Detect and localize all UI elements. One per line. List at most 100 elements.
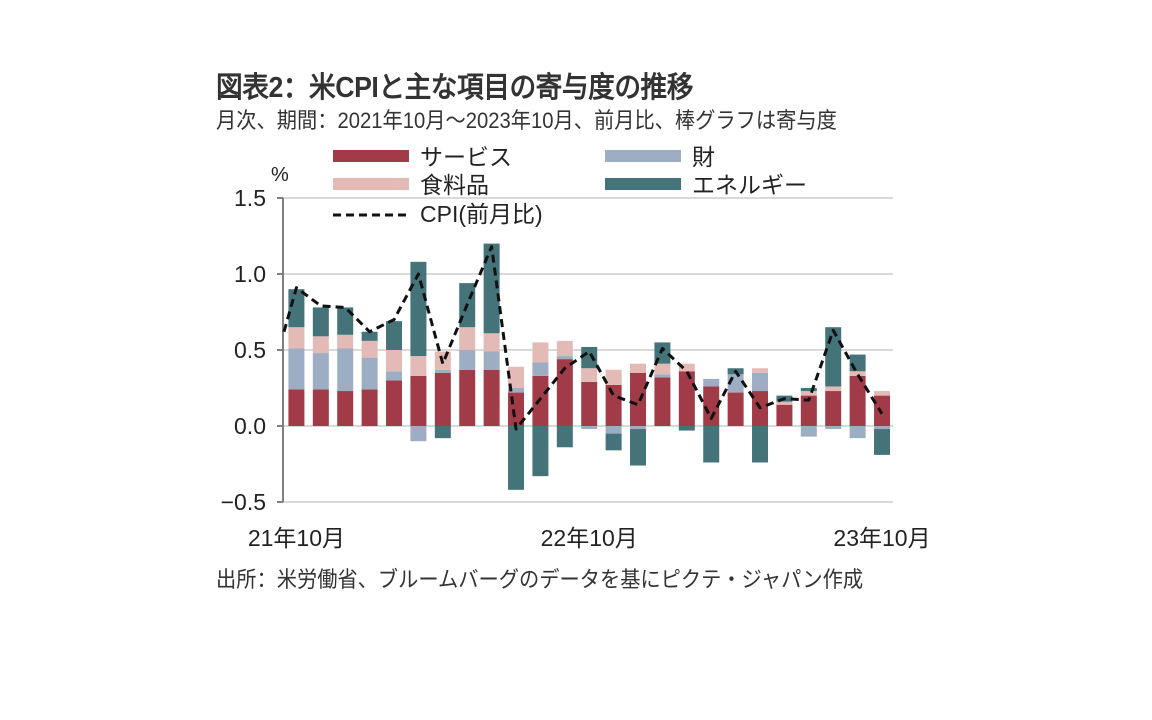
bar-energy: [337, 307, 354, 335]
bar-services: [678, 371, 695, 426]
bar-energy: [800, 388, 817, 392]
bar-food: [410, 356, 427, 376]
bar-goods: [703, 378, 720, 387]
y-tick-label: 0.5: [234, 337, 266, 363]
bar-services: [800, 395, 817, 426]
bar-goods: [654, 374, 671, 378]
bar-goods: [361, 357, 378, 390]
bar-services: [386, 380, 403, 426]
bar-goods: [825, 426, 842, 430]
bar-energy: [532, 426, 549, 477]
bar-food: [874, 391, 891, 396]
bar-services: [361, 389, 378, 426]
bar-food: [800, 391, 817, 396]
bar-goods: [630, 426, 647, 430]
y-unit-label: %: [271, 164, 289, 186]
legend-label: エネルギー: [692, 172, 807, 198]
bar-food: [581, 368, 598, 382]
cpi-line-layer: [282, 245, 884, 431]
bar-food: [532, 342, 549, 363]
bar-services: [337, 391, 354, 426]
bar-goods: [508, 388, 525, 393]
legend-swatch-energy: [605, 178, 681, 190]
bar-services: [605, 384, 622, 426]
bar-goods: [556, 356, 573, 360]
bar-food: [483, 333, 500, 352]
legend-swatch-goods: [605, 150, 681, 162]
bar-energy: [605, 433, 622, 451]
y-tick-label: 0.0: [234, 413, 266, 439]
bar-food: [556, 340, 573, 357]
bar-services: [581, 381, 598, 426]
bar-goods: [483, 351, 500, 370]
bar-energy: [288, 289, 305, 328]
bar-energy: [386, 321, 403, 350]
x-tick-label: 23年10月: [833, 525, 930, 551]
bar-goods: [752, 372, 769, 392]
bar-services: [288, 389, 305, 426]
bar-goods: [288, 348, 305, 390]
bar-energy: [874, 429, 891, 455]
bar-services: [483, 369, 500, 426]
legend-item-cpi: CPI(前月比): [333, 201, 543, 227]
bar-goods: [459, 350, 476, 370]
bar-food: [312, 336, 329, 354]
cpi-line: [282, 245, 884, 431]
bar-food: [654, 363, 671, 375]
bar-energy: [312, 307, 329, 337]
bar-services: [312, 389, 329, 426]
y-tick-labels: −0.5 0.0 0.5 1.0 1.5: [221, 185, 266, 515]
bar-energy: [434, 426, 451, 439]
bar-food: [508, 366, 525, 388]
bar-services: [849, 375, 866, 426]
bars: [288, 243, 891, 490]
bar-food: [337, 334, 354, 349]
bar-energy: [508, 426, 525, 490]
bar-energy: [483, 243, 500, 334]
y-tick-label: 1.5: [234, 185, 266, 211]
bar-food: [752, 368, 769, 373]
bar-services: [410, 375, 427, 426]
bar-energy: [703, 426, 720, 463]
x-tick-label: 22年10月: [541, 525, 638, 551]
bar-food: [288, 327, 305, 349]
bar-energy: [849, 354, 866, 372]
bar-food: [776, 401, 793, 405]
bar-services: [434, 372, 451, 426]
bar-energy: [752, 426, 769, 463]
legend-item-food: 食料品: [333, 172, 489, 198]
legend-swatch-services: [333, 150, 409, 162]
bar-food: [849, 371, 866, 376]
bar-food: [605, 369, 622, 385]
bar-food: [361, 340, 378, 358]
legend-swatch-food: [333, 178, 409, 190]
bar-services: [825, 391, 842, 426]
bar-energy: [581, 346, 598, 369]
legend-item-energy: エネルギー: [605, 172, 807, 198]
bar-goods: [532, 362, 549, 376]
bar-food: [825, 386, 842, 392]
bar-services: [630, 372, 647, 426]
bar-energy: [556, 426, 573, 448]
bar-services: [703, 386, 720, 426]
chart-title: 図表2：米CPIと主な項目の寄与度の推移: [216, 72, 694, 104]
bar-goods: [410, 426, 427, 442]
bar-goods: [337, 348, 354, 392]
bar-food: [630, 363, 647, 373]
bar-goods: [874, 426, 891, 430]
legend-label: 食料品: [420, 172, 489, 198]
bar-goods: [605, 426, 622, 434]
bar-goods: [581, 426, 598, 430]
bar-services: [727, 392, 744, 426]
bar-goods: [434, 369, 451, 373]
source-note: 出所：米労働省、ブルームバーグのデータを基にピクテ・ジャパン作成: [216, 567, 864, 592]
chart-subtitle: 月次、期間：2021年10月～2023年10月、前月比、棒グラフは寄与度: [216, 108, 837, 133]
bar-energy: [825, 327, 842, 387]
bar-energy: [678, 426, 695, 431]
bar-goods: [800, 426, 817, 437]
legend-item-services: サービス: [333, 144, 512, 170]
bar-food: [386, 350, 403, 372]
y-tick-label: −0.5: [221, 489, 266, 515]
